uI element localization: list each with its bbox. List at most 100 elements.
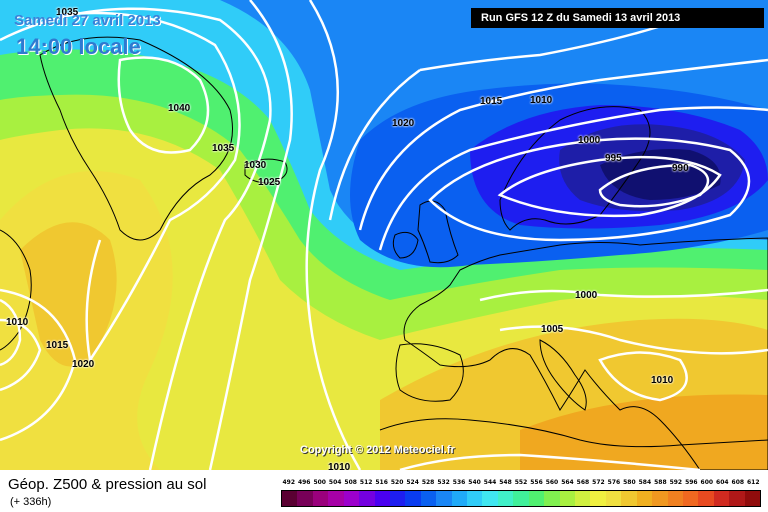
legend-swatch: [374, 491, 390, 506]
isobar-label: 995: [605, 153, 622, 164]
legend-swatch: [451, 491, 468, 506]
legend-tick-label: 544: [483, 479, 497, 486]
isobar-label: 1005: [541, 324, 564, 335]
isobar-1000: [428, 137, 751, 242]
isobar-label: 1035: [56, 7, 79, 18]
legend-swatch: [590, 491, 606, 506]
copyright-notice: Copyright © 2012 Meteociel.fr: [300, 444, 455, 456]
ireland-coast: [392, 231, 419, 259]
isobar-label: 1030: [244, 160, 267, 171]
greenland-coast: [39, 36, 233, 241]
isobar-label: 1010: [651, 375, 674, 386]
isobar-1015-w: [0, 318, 42, 392]
legend-tick-label: 580: [623, 479, 636, 486]
legend-tick-label: 608: [731, 479, 745, 486]
isobars: [0, 0, 768, 470]
legend-swatch: [389, 491, 406, 506]
legend-tick-label: 500: [313, 479, 326, 486]
legend-swatch: [652, 491, 668, 506]
legend-tick-label: 520: [390, 479, 404, 486]
field-orange-west-core: [20, 222, 117, 367]
isobar-label: 1040: [168, 103, 191, 114]
legend-swatch: [420, 491, 437, 506]
isobar-1005: [378, 106, 768, 251]
isobar-label: 1035: [212, 143, 235, 154]
isobar-label: 1025: [258, 177, 281, 188]
legend-swatch: [559, 491, 576, 506]
legend-tick-label: 564: [561, 479, 574, 486]
legend-swatch: [636, 491, 653, 506]
isobar-label: 990: [672, 163, 689, 174]
legend-labels: 492 496 500 504 508 512 516 520 524 528 532 536 540 5…: [281, 479, 761, 489]
legend-tick-label: 524: [406, 479, 419, 486]
isobar-1035: [59, 11, 241, 364]
legend-tick-label: 512: [359, 479, 373, 486]
legend-swatch: [312, 491, 329, 506]
field-orange-deep: [520, 394, 768, 470]
isobar-1005-south: [499, 325, 768, 355]
legend-tick-label: 576: [607, 479, 621, 486]
legend-tick-label: 496: [297, 479, 311, 486]
legend-tick-label: 568: [576, 479, 590, 486]
africa-coast: [379, 418, 768, 448]
map-title: Géop. Z500 & pression au sol: [8, 476, 207, 493]
isobar-label: 1020: [72, 359, 95, 370]
isobar-1020-w: [0, 288, 77, 442]
footer: Géop. Z500 & pression au sol (+ 336h) 49…: [0, 470, 768, 512]
legend-swatch: [513, 491, 529, 506]
britain-coast: [417, 200, 459, 264]
isobar-1010: [358, 58, 768, 231]
legend-swatch: [482, 491, 498, 506]
isobar-1010-w: [0, 298, 22, 367]
isobar-label: 1015: [46, 340, 69, 351]
color-legend: 492 496 500 504 508 512 516 520 524 528 532 536 540 5…: [281, 479, 761, 509]
isobar-1030: [0, 7, 272, 470]
europe-coast: [403, 237, 768, 470]
isobar-label: 1010: [328, 462, 351, 473]
legend-tick-label: 612: [747, 479, 760, 486]
legend-swatch: [605, 491, 622, 506]
legend-swatch: [282, 491, 298, 506]
isobar-label: 1000: [578, 135, 601, 146]
isobar-1010-se: [598, 351, 688, 402]
legend-swatch: [528, 491, 545, 506]
iceland-coast: [244, 158, 288, 184]
forecast-time: 14:00 locale: [16, 34, 141, 59]
legend-tick-label: 604: [716, 479, 729, 486]
forecast-date: Samedi 27 avril 2013: [14, 12, 161, 29]
legend-tick-label: 492: [282, 479, 295, 486]
isobar-990: [598, 163, 710, 208]
legend-tick-label: 516: [375, 479, 388, 486]
legend-swatch: [621, 491, 637, 506]
isobar-label: 1015: [480, 96, 503, 107]
isobar-995: [497, 155, 722, 218]
isobar-label: 1010: [530, 95, 553, 106]
legend-swatch: [682, 491, 699, 506]
legend-tick-label: 592: [669, 479, 683, 486]
legend-tick-label: 532: [437, 479, 450, 486]
iberia-coast: [395, 343, 464, 402]
isobar-1040: [117, 56, 210, 154]
legend-swatch: [328, 491, 344, 506]
legend-tick-label: 528: [421, 479, 435, 486]
legend-swatch: [497, 491, 514, 506]
legend-tick-label: 560: [545, 479, 559, 486]
weather-map: [0, 0, 768, 470]
isobar-label: 1000: [575, 290, 598, 301]
isobar-1000-south: [479, 288, 768, 302]
legend-tick-label: 596: [685, 479, 698, 486]
legend-swatch: [544, 491, 560, 506]
legend-swatch: [436, 491, 452, 506]
legend-tick-label: 504: [328, 479, 342, 486]
legend-tick-label: 548: [499, 479, 512, 486]
legend-swatch: [729, 491, 745, 506]
legend-tick-label: 588: [654, 479, 667, 486]
isobar-label: 1010: [6, 317, 29, 328]
isobar-1025: [208, 0, 293, 470]
legend-tick-label: 600: [700, 479, 714, 486]
legend-swatch: [297, 491, 313, 506]
isobar-1020: [305, 0, 362, 470]
legend-swatch: [713, 491, 730, 506]
model-run-banner: Run GFS 12 Z du Samedi 13 avril 2013: [471, 8, 764, 28]
legend-tick-label: 552: [514, 479, 528, 486]
